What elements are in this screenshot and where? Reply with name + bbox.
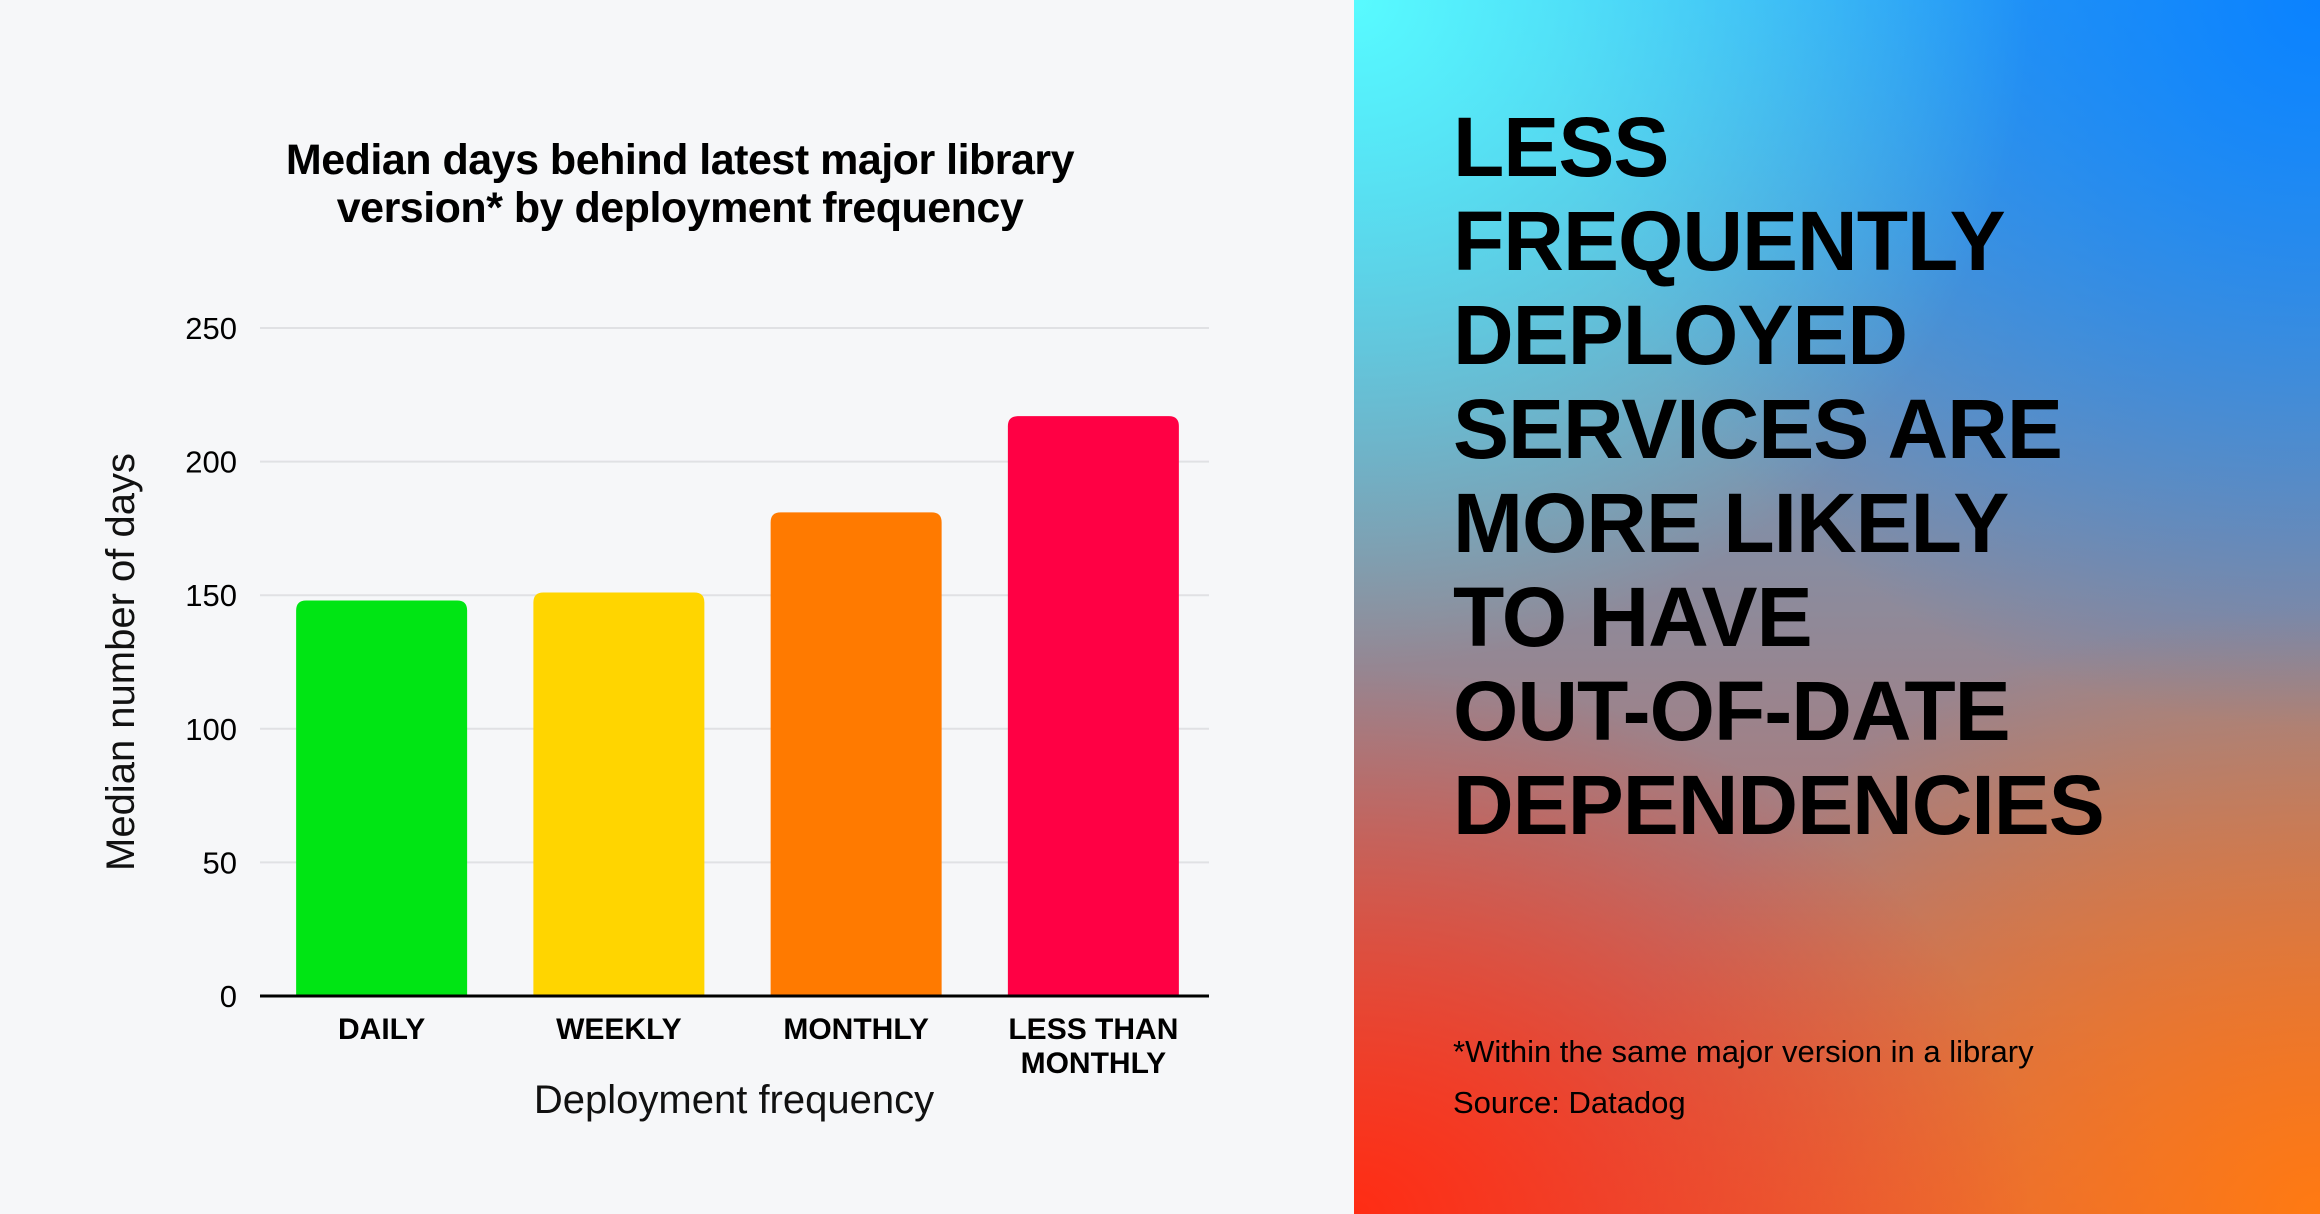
headline-panel — [1354, 0, 2320, 1214]
bar-less-than-monthly — [1007, 416, 1179, 996]
bar-weekly — [533, 592, 705, 996]
y-tick-label: 100 — [185, 712, 237, 747]
headline-line: TO HAVE — [1453, 570, 1813, 664]
x-tick-label: MONTHLY — [783, 1013, 929, 1046]
bar-daily — [296, 600, 468, 996]
chart-panel: Median days behind latest major library … — [99, 136, 1209, 1122]
x-tick-label: DAILY — [338, 1013, 425, 1046]
y-axis-label: Median number of days — [99, 453, 143, 871]
x-tick-label: MONTHLY — [1021, 1047, 1167, 1080]
footnote: *Within the same major version in a libr… — [1453, 1034, 2034, 1069]
y-tick-label: 150 — [185, 578, 237, 613]
x-tick-label: LESS THAN — [1008, 1013, 1178, 1046]
headline: LESS FREQUENTLY DEPLOYED SERVICES ARE MO… — [1453, 100, 2105, 852]
chart-title: Median days behind latest major library … — [180, 136, 1180, 232]
y-tick-label: 0 — [220, 979, 237, 1014]
headline-line: OUT-OF-DATE — [1453, 664, 2011, 758]
bar-monthly — [770, 512, 942, 996]
source: Source: Datadog — [1453, 1085, 1686, 1120]
headline-line: SERVICES ARE — [1453, 382, 2063, 476]
chart-title-line-1: Median days behind latest major library — [285, 136, 1075, 184]
y-tick-label: 200 — [185, 445, 237, 480]
x-tick-label: WEEKLY — [556, 1013, 682, 1046]
headline-line: LESS — [1453, 100, 1669, 194]
headline-line: DEPLOYED — [1453, 288, 1908, 382]
headline-line: FREQUENTLY — [1453, 194, 2006, 288]
headline-line: DEPENDENCIES — [1453, 758, 2105, 852]
y-tick-label: 50 — [203, 845, 237, 880]
headline-line: MORE LIKELY — [1453, 476, 2009, 570]
x-axis-label: Deployment frequency — [534, 1078, 934, 1122]
y-tick-label: 250 — [185, 311, 237, 346]
chart-title-line-2: version* by deployment frequency — [336, 184, 1024, 232]
